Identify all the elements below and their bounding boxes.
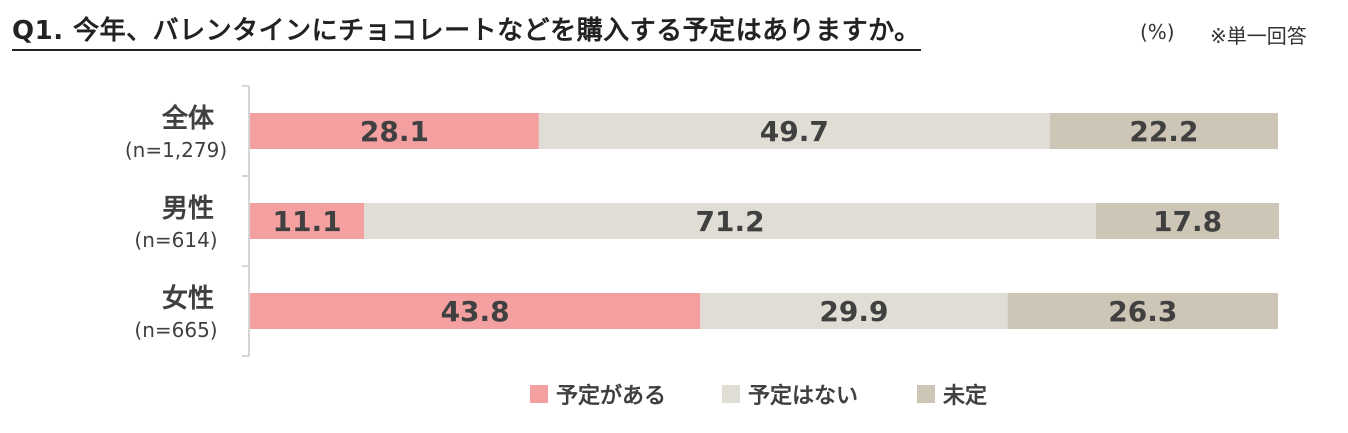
legend-item: 予定がある: [530, 378, 666, 410]
legend-swatch: [722, 385, 740, 403]
legend-label: 予定がある: [556, 384, 667, 409]
category-label: 女性: [162, 283, 214, 314]
legend-label: 未定: [943, 384, 988, 409]
data-label: 17.8: [1153, 205, 1222, 238]
category-label: 男性: [162, 194, 214, 224]
bar-segment: [1007, 293, 1278, 329]
bar-segment: [364, 203, 1097, 239]
bar-segment: [250, 113, 539, 149]
data-label: 28.1: [360, 115, 429, 148]
category-sample-size: (n=1,279): [125, 138, 227, 162]
category-label: 全体: [161, 103, 215, 134]
data-label: 11.1: [273, 205, 342, 238]
chart-title: Q1. 今年、バレンタインにチョコレートなどを購入する予定はありますか。: [12, 10, 921, 51]
legend-item: 未定: [917, 378, 987, 410]
data-label: 22.2: [1129, 115, 1198, 148]
bar-segment: [250, 293, 701, 329]
category-sample-size: (n=665): [134, 318, 217, 342]
legend-label: 予定はない: [748, 384, 859, 409]
data-label: 26.3: [1108, 295, 1177, 328]
legend-item: 予定はない: [722, 378, 858, 410]
bar-segment: [700, 293, 1008, 329]
data-label: 43.8: [441, 295, 510, 328]
bar-segment: [538, 113, 1050, 149]
legend-swatch: [917, 385, 935, 403]
data-label: 71.2: [696, 205, 765, 238]
data-label: 49.7: [760, 115, 829, 148]
bar-segment: [1049, 113, 1278, 149]
data-label: 29.9: [819, 295, 888, 328]
title-row: Q1. 今年、バレンタインにチョコレートなどを購入する予定はありますか。: [12, 10, 921, 51]
bar-segment: [1096, 203, 1280, 239]
legend: 予定がある 予定はない 未定: [0, 378, 1348, 410]
answer-note: ※単一回答: [1210, 24, 1307, 48]
legend-swatch: [530, 385, 548, 403]
category-sample-size: (n=614): [134, 228, 217, 252]
bar-segment: [250, 203, 365, 239]
unit-label: (%): [1140, 20, 1175, 44]
